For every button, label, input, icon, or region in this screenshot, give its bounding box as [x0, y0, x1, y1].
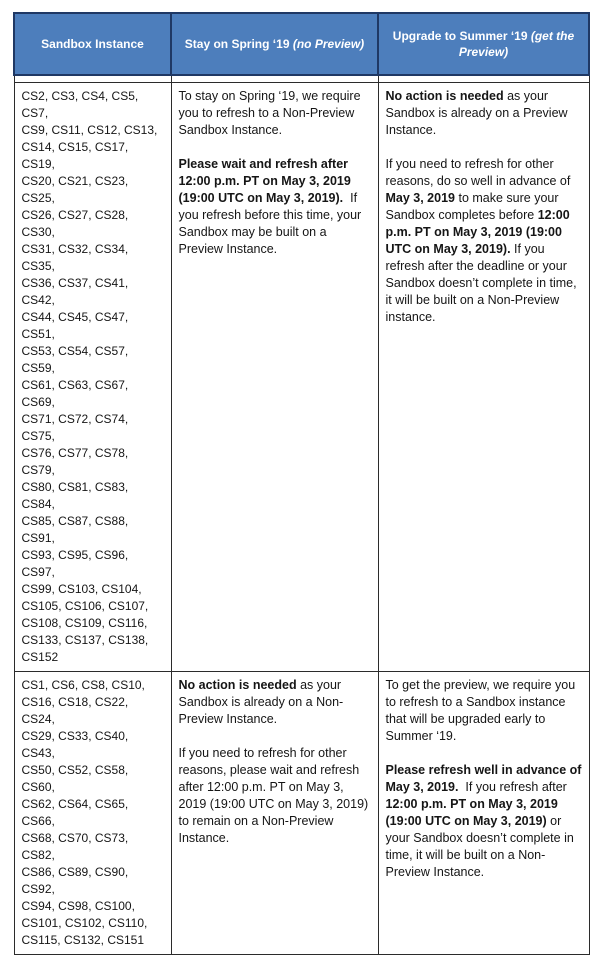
header-stay-on-spring: Stay on Spring ‘19 (no Preview): [170, 11, 379, 77]
cell-nonpreview-upgrade-instructions: To get the preview, we require you to re…: [377, 671, 590, 955]
table-row-preview-instances: CS2, CS3, CS4, CS5, CS7, CS9, CS11, CS12…: [13, 82, 590, 673]
header-sandbox-instance: Sandbox Instance: [13, 11, 172, 77]
cell-nonpreview-instance-list: CS1, CS6, CS8, CS10, CS16, CS18, CS22, C…: [13, 671, 172, 955]
table-row-nonpreview-instances: CS1, CS6, CS8, CS10, CS16, CS18, CS22, C…: [13, 671, 590, 955]
cell-preview-upgrade-instructions: No action is needed as your Sandbox is a…: [377, 82, 590, 673]
sandbox-refresh-table: Sandbox Instance Stay on Spring ‘19 (no …: [13, 11, 590, 955]
cell-nonpreview-stay-instructions: No action is needed as your Sandbox is a…: [170, 671, 379, 955]
header-gap-cell: [377, 75, 590, 83]
header-upgrade-to-summer: Upgrade to Summer ‘19 (get the Preview): [377, 11, 590, 77]
cell-preview-stay-instructions: To stay on Spring ‘19, we require you to…: [170, 82, 379, 673]
header-gap-cell: [13, 75, 172, 83]
header-row: Sandbox Instance Stay on Spring ‘19 (no …: [13, 11, 590, 77]
header-gap-row: [13, 75, 590, 83]
header-gap-cell: [170, 75, 379, 83]
cell-preview-instance-list: CS2, CS3, CS4, CS5, CS7, CS9, CS11, CS12…: [13, 82, 172, 673]
